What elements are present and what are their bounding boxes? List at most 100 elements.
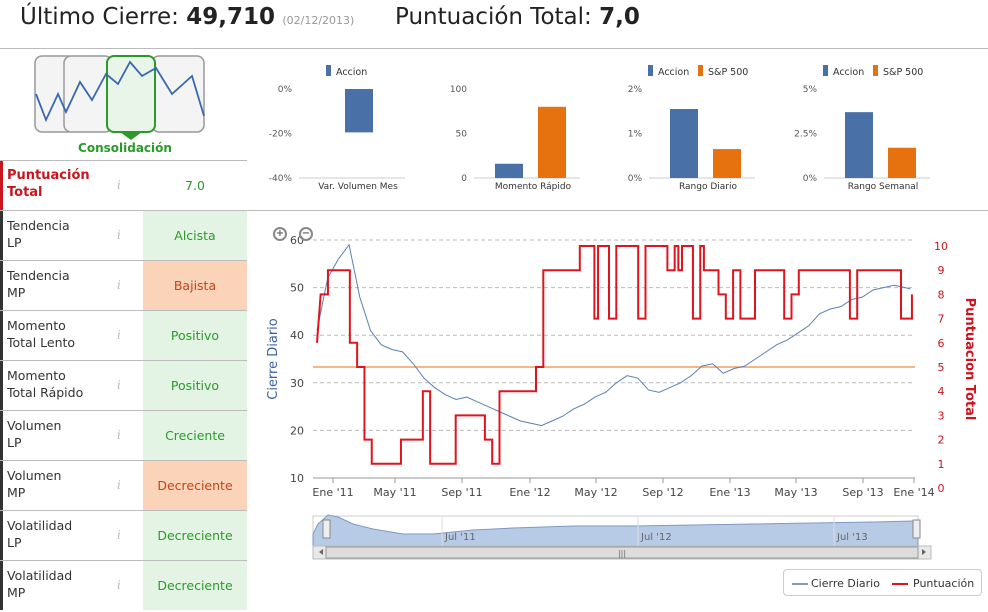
info-icon[interactable]: i [117, 428, 121, 442]
score-row: Momento Total Rápido i Positivo [0, 360, 247, 410]
y2-tick: 9 [938, 264, 945, 277]
legend-price-swatch [792, 583, 808, 585]
bar [845, 112, 873, 178]
bar [713, 149, 741, 178]
score-value: Positivo [143, 361, 247, 410]
zoom-out-icon[interactable]: − [299, 227, 313, 241]
navigator-handle-left[interactable] [322, 519, 331, 539]
last-close-date: (02/12/2013) [282, 14, 355, 27]
score-value: Alcista [143, 211, 247, 260]
axis-tick: 0% [278, 85, 293, 95]
legend-price[interactable]: Cierre Diario [811, 577, 880, 590]
legend-score[interactable]: Puntuación [913, 577, 975, 590]
score-value: Bajista [143, 261, 247, 310]
navigator-label: Jul '13 [836, 532, 868, 543]
scroll-left-icon[interactable] [319, 549, 323, 555]
navigator-label: Jul '12 [640, 532, 672, 543]
legend-score-swatch [892, 583, 908, 585]
score-value: 7.0 [185, 178, 205, 193]
x-tick: Sep '12 [642, 486, 683, 499]
score-row: Puntuación Total i 7.0 [0, 160, 247, 210]
legend-swatch [873, 65, 878, 76]
y2-tick: 0 [938, 482, 945, 495]
legend-swatch [698, 65, 703, 76]
scroll-right-icon[interactable] [922, 549, 926, 555]
x-tick: Sep '13 [842, 486, 883, 499]
score-value: Creciente [143, 411, 247, 460]
bar [538, 106, 566, 178]
y2-tick: 3 [938, 409, 945, 422]
y-tick: 50 [290, 282, 304, 295]
navigator-handle-right[interactable] [912, 519, 921, 539]
axis-tick: 0% [803, 174, 818, 184]
y-tick: 30 [290, 377, 304, 390]
zoom-in-icon[interactable]: + [273, 227, 287, 241]
consolidation-icon [32, 54, 210, 158]
score-label: Volumen MP [0, 461, 143, 510]
legend-swatch [823, 65, 828, 76]
header: Último Cierre: 49,710 (02/12/2013) Puntu… [0, 0, 988, 49]
x-tick: May '11 [373, 486, 416, 499]
axis-tick: -40% [269, 174, 293, 184]
divider [247, 210, 988, 211]
y2-tick: 8 [938, 288, 945, 301]
axis-tick: 2.5% [794, 130, 817, 140]
x-tick: May '12 [574, 486, 617, 499]
legend-label: S&P 500 [883, 67, 923, 78]
legend-label: Accion [658, 67, 689, 78]
y-tick: 40 [290, 329, 304, 342]
info-icon[interactable]: i [117, 328, 121, 342]
chart-legend: Cierre Diario Puntuación [783, 569, 982, 596]
scrollbar-grip: ||| [618, 549, 626, 558]
score-value: Decreciente [143, 461, 247, 510]
x-tick: Ene '14 [893, 486, 934, 499]
axis-tick: 5% [803, 85, 818, 95]
price-series [316, 243, 911, 427]
axis-tick: 50 [456, 130, 468, 140]
navigator-label: Jul '11 [444, 532, 476, 543]
x-tick: Ene '13 [709, 486, 750, 499]
score-label: Puntuación Total [0, 161, 143, 210]
score-label: Momento Total Lento [0, 311, 143, 360]
axis-tick: 100 [450, 85, 467, 95]
axis-tick: 2% [628, 85, 643, 95]
info-icon[interactable]: i [117, 528, 121, 542]
last-close: Último Cierre: 49,710 (02/12/2013) [20, 4, 354, 30]
mini-chart: Accion 0% -20% -40% Var. Volumen Mes [269, 65, 405, 192]
last-close-value: 49,710 [186, 4, 276, 30]
info-icon[interactable]: i [117, 578, 121, 592]
y2-axis-label: Puntuacion Total [962, 298, 977, 421]
axis-tick: 1% [628, 130, 643, 140]
score-label: Volatilidad LP [0, 511, 143, 560]
axis-tick: 0 [461, 174, 467, 184]
mini-chart: Accion S&P 500 100 50 0 Momento Rápido [450, 65, 748, 192]
score-series [316, 245, 913, 465]
info-icon[interactable]: i [117, 228, 121, 242]
score-row: Volumen LP i Creciente [0, 410, 247, 460]
y2-tick: 6 [938, 337, 945, 350]
scrollbar-thumb[interactable] [325, 546, 919, 559]
y-axis-label: Cierre Diario [266, 318, 281, 400]
mini-chart: Accion S&P 500 2% 1% 0% Rango Diario [628, 65, 923, 192]
chart-title: Var. Volumen Mes [318, 182, 398, 192]
score-label: Tendencia MP [0, 261, 143, 310]
x-tick: Ene '12 [509, 486, 550, 499]
info-icon[interactable]: i [117, 378, 121, 392]
axis-tick: -20% [269, 130, 293, 140]
y2-tick: 1 [938, 458, 945, 471]
score-value: Positivo [143, 311, 247, 360]
x-tick: May '13 [774, 486, 817, 499]
y2-tick: 5 [938, 361, 945, 374]
info-icon[interactable]: i [117, 478, 121, 492]
navigator: Jul '11 Jul '12 Jul '13 ||| [312, 514, 932, 560]
chart-title: Momento Rápido [495, 182, 572, 192]
bar [345, 89, 373, 133]
score-row: Volatilidad LP i Decreciente [0, 510, 247, 560]
score-label: Volumen LP [0, 411, 143, 460]
score-row: Volatilidad MP i Decreciente [0, 560, 247, 610]
info-icon[interactable]: i [117, 278, 121, 292]
score-label: Tendencia LP [0, 211, 143, 260]
score-row: Tendencia MP i Bajista [0, 260, 247, 310]
info-icon[interactable]: i [117, 178, 121, 192]
